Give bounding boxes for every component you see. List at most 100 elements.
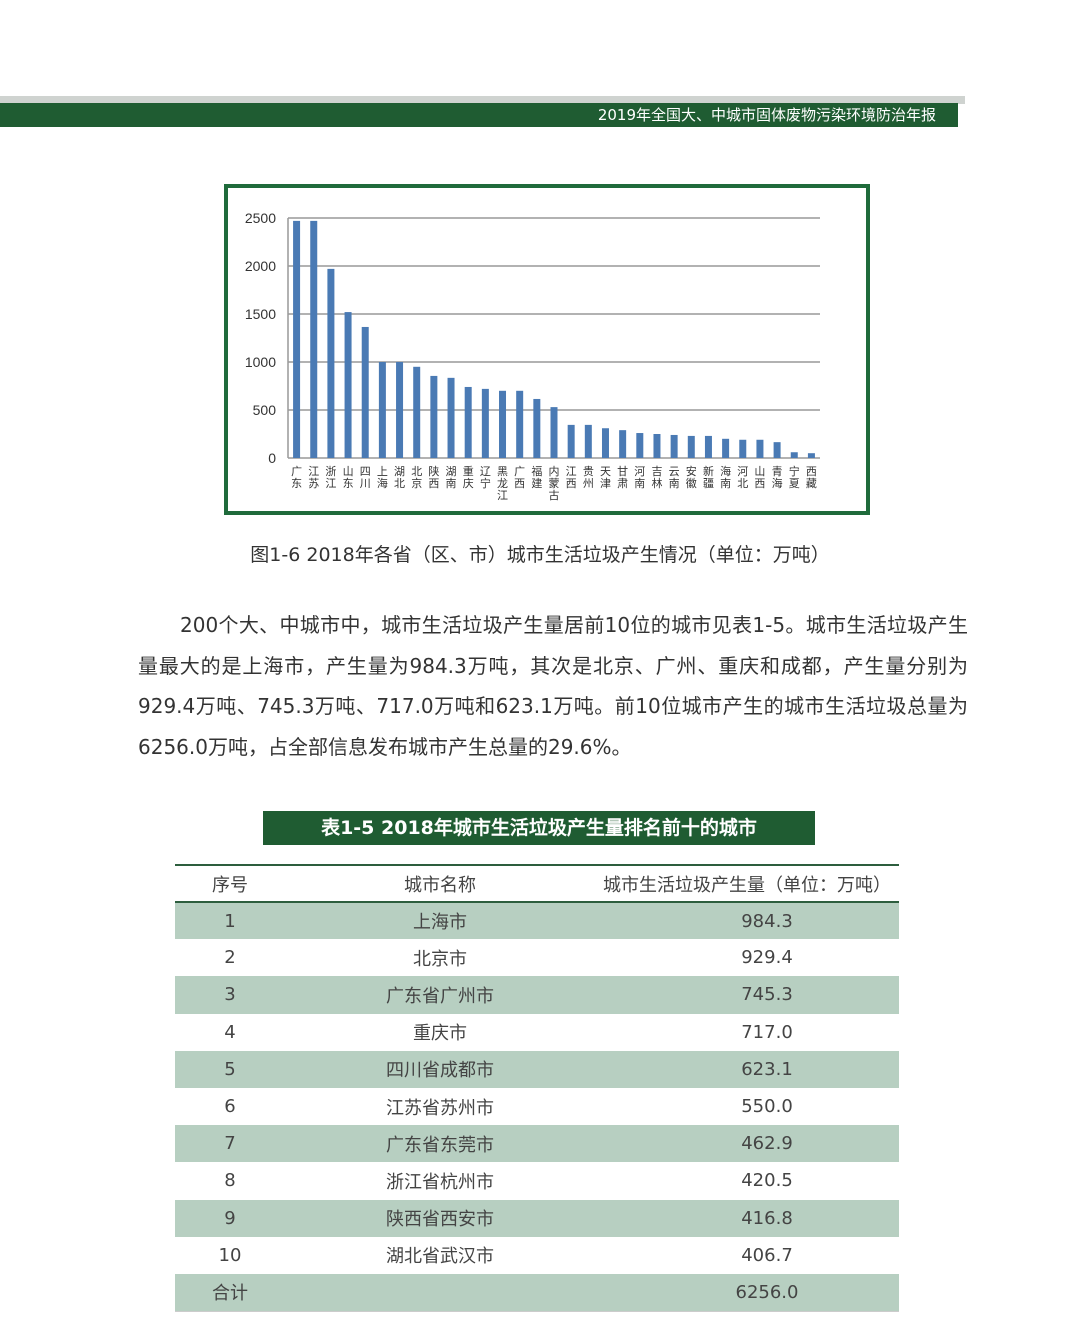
bar-chart: 05001000150020002500广东江苏浙江山东四川上海湖北北京陕西湖南… bbox=[245, 210, 820, 502]
x-tick-label: 海 bbox=[720, 464, 731, 478]
cell-amount: 929.4 bbox=[741, 947, 793, 969]
paragraph: 200个大、中城市中，城市生活垃圾产生量居前10位的城市见表1-5。城市生活垃圾… bbox=[138, 613, 968, 759]
table-row: 6 江苏省苏州市 550.0 bbox=[175, 1088, 899, 1125]
x-tick-label: 藏 bbox=[806, 477, 817, 490]
bar bbox=[739, 439, 747, 458]
running-header: 2019年全国大、中城市固体废物污染环境防治年报 bbox=[0, 103, 958, 127]
y-tick-label: 1500 bbox=[245, 306, 276, 322]
table-title: 表1-5 2018年城市生活垃圾产生量排名前十的城市 bbox=[263, 811, 815, 845]
table-row: 2 北京市 929.4 bbox=[175, 939, 899, 976]
x-tick-label: 疆 bbox=[703, 477, 714, 490]
x-tick-label: 夏 bbox=[789, 477, 800, 490]
x-tick-label: 肃 bbox=[617, 477, 628, 490]
x-tick-label: 庆 bbox=[463, 476, 474, 490]
x-tick-label: 龙 bbox=[497, 477, 508, 490]
bar bbox=[756, 439, 764, 458]
x-tick-label: 广 bbox=[291, 465, 302, 478]
cell-rank: 7 bbox=[175, 1125, 285, 1163]
x-tick-label: 江 bbox=[308, 465, 319, 478]
y-tick-label: 2000 bbox=[245, 258, 276, 274]
bar bbox=[361, 326, 369, 458]
bar bbox=[807, 453, 815, 458]
cell-amount: 717.0 bbox=[741, 1021, 793, 1043]
cell-rank: 8 bbox=[224, 1170, 236, 1192]
cell-amount: 623.1 bbox=[595, 1050, 899, 1088]
x-tick-label: 吉 bbox=[651, 465, 662, 478]
cell-amount: 550.0 bbox=[741, 1096, 793, 1118]
bar bbox=[430, 375, 438, 458]
bar bbox=[464, 386, 472, 458]
bar bbox=[636, 433, 644, 458]
bar bbox=[327, 268, 335, 458]
x-tick-label: 林 bbox=[651, 476, 662, 490]
x-tick-label: 徽 bbox=[686, 476, 697, 490]
x-tick-label: 湖 bbox=[446, 465, 457, 478]
cell-amount: 984.3 bbox=[595, 902, 899, 940]
table-row: 3 广东省广州市 745.3 bbox=[175, 976, 899, 1014]
x-tick-label: 京 bbox=[411, 476, 422, 490]
x-tick-label: 宁 bbox=[480, 476, 491, 490]
x-tick-label: 江 bbox=[566, 465, 577, 478]
x-tick-label: 新 bbox=[703, 464, 714, 478]
table-row: 9 陕西省西安市 416.8 bbox=[175, 1199, 899, 1237]
bar bbox=[687, 435, 695, 458]
table-row: 8 浙江省杭州市 420.5 bbox=[175, 1162, 899, 1199]
bar bbox=[670, 434, 678, 458]
cell-city: 重庆市 bbox=[413, 1023, 467, 1045]
cell-city: 广东省东莞市 bbox=[285, 1125, 595, 1163]
x-tick-label: 南 bbox=[634, 477, 645, 490]
x-tick-label: 北 bbox=[411, 465, 422, 478]
x-tick-label: 上 bbox=[377, 465, 388, 478]
table-row: 1 上海市 984.3 bbox=[175, 902, 899, 940]
cell-city: 江苏省苏州市 bbox=[386, 1097, 494, 1119]
cell-rank: 10 bbox=[218, 1244, 242, 1266]
header-amount: 城市生活垃圾产生量（单位：万吨） bbox=[603, 874, 891, 896]
x-tick-label: 广 bbox=[514, 465, 525, 478]
cell-rank: 6 bbox=[224, 1096, 236, 1118]
cell-city: 浙江省杭州市 bbox=[386, 1171, 494, 1193]
bar bbox=[653, 434, 661, 458]
figure-caption: 图1-6 2018年各省（区、市）城市生活垃圾产生情况（单位：万吨） bbox=[250, 544, 830, 566]
cell-amount: 745.3 bbox=[595, 976, 899, 1014]
x-tick-label: 西 bbox=[566, 477, 577, 490]
bar bbox=[790, 452, 798, 458]
total-label: 合计 bbox=[175, 1273, 285, 1312]
x-tick-label: 山 bbox=[754, 465, 765, 478]
x-tick-label: 陕 bbox=[428, 464, 439, 478]
x-tick-label: 河 bbox=[737, 465, 748, 478]
x-tick-label: 川 bbox=[360, 477, 371, 490]
x-tick-label: 重 bbox=[463, 464, 474, 478]
x-tick-label: 北 bbox=[394, 477, 405, 490]
empty-cell bbox=[285, 1273, 595, 1312]
x-tick-label: 海 bbox=[772, 476, 783, 490]
chart-frame: 0 500 1000 1500 2000 2500 广东江苏浙江山东四川上海湖北北京陕西湖南… bbox=[224, 184, 870, 515]
cell-rank: 3 bbox=[175, 976, 285, 1014]
table-row: 4 重庆市 717.0 bbox=[175, 1014, 899, 1051]
bar bbox=[584, 424, 592, 458]
y-tick-label: 500 bbox=[253, 402, 277, 418]
x-tick-label: 西 bbox=[806, 465, 817, 478]
total-row: 合计 6256.0 bbox=[175, 1273, 899, 1312]
x-tick-label: 江 bbox=[497, 489, 508, 502]
x-tick-label: 云 bbox=[669, 465, 680, 478]
cell-rank: 5 bbox=[175, 1050, 285, 1088]
x-tick-label: 州 bbox=[583, 477, 594, 490]
x-tick-label: 东 bbox=[291, 477, 302, 490]
x-tick-label: 江 bbox=[325, 477, 336, 490]
x-tick-label: 宁 bbox=[789, 464, 800, 478]
x-tick-label: 西 bbox=[428, 477, 439, 490]
table-row: 10 湖北省武汉市 406.7 bbox=[175, 1237, 899, 1274]
x-tick-label: 浙 bbox=[325, 465, 336, 478]
table-row: 5 四川省成都市 623.1 bbox=[175, 1050, 899, 1088]
x-tick-label: 建 bbox=[531, 476, 542, 490]
bar bbox=[550, 407, 558, 458]
bar bbox=[310, 220, 318, 458]
cell-city: 上海市 bbox=[285, 902, 595, 940]
x-tick-label: 山 bbox=[343, 465, 354, 478]
cell-city: 湖北省武汉市 bbox=[386, 1246, 494, 1268]
cell-amount: 420.5 bbox=[741, 1170, 793, 1192]
cell-city: 陕西省西安市 bbox=[285, 1199, 595, 1237]
bar bbox=[378, 362, 386, 458]
bar bbox=[344, 312, 352, 458]
cell-city: 四川省成都市 bbox=[285, 1050, 595, 1088]
